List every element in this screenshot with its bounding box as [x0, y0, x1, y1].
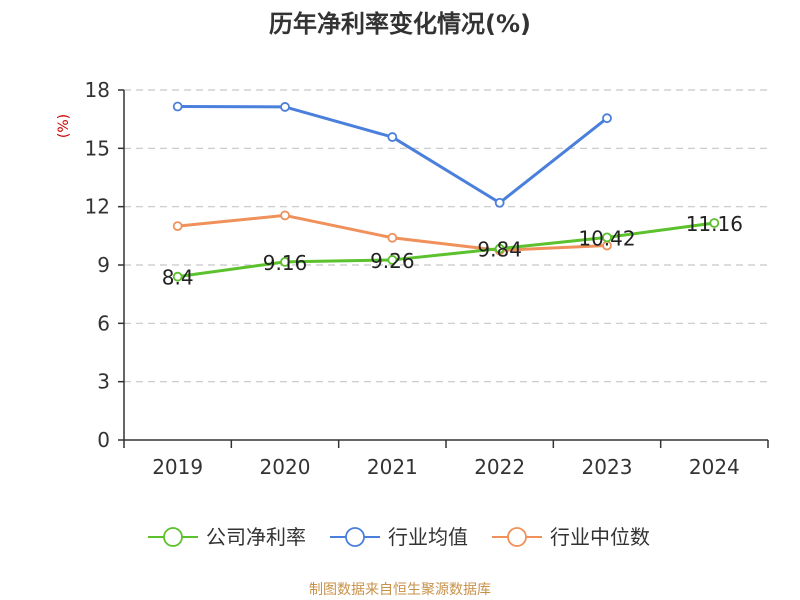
y-tick-label: 6: [97, 311, 110, 335]
data-label: 9.84: [477, 238, 522, 262]
x-tick-label: 2019: [152, 455, 203, 479]
x-tick-label: 2020: [260, 455, 311, 479]
legend-marker: [345, 527, 365, 547]
data-point: [602, 113, 612, 124]
data-label: 9.26: [370, 249, 415, 273]
y-tick-label: 3: [97, 370, 110, 394]
source-note: 制图数据来自恒生聚源数据库: [309, 582, 491, 598]
data-point: [709, 218, 720, 228]
x-tick-label: 2022: [474, 455, 525, 479]
y-tick-label: 12: [85, 195, 110, 219]
data-label: 11.16: [686, 212, 743, 236]
y-tick-label: 9: [97, 253, 110, 277]
legend-marker: [163, 527, 183, 547]
legend-label: 公司净利率: [206, 525, 306, 549]
x-tick-label: 2024: [689, 455, 740, 479]
data-point: [280, 102, 290, 112]
data-point: [387, 232, 398, 243]
data-point: [280, 256, 290, 267]
data-label: 10.42: [578, 226, 635, 250]
data-point: [172, 221, 183, 232]
data-point: [494, 197, 505, 208]
series-lines: [172, 101, 720, 282]
x-tick-label: 2021: [367, 455, 418, 479]
data-point: [172, 271, 183, 282]
legend-label: 行业均值: [388, 525, 468, 549]
data-point: [280, 210, 290, 221]
series-line: [177, 221, 715, 279]
data-point: [387, 132, 398, 142]
legend-marker: [507, 527, 527, 547]
legend: 公司净利率 行业均值 行业中位数: [148, 525, 650, 549]
axes: 0 3 6 9 12 15 18 2019 2020 2021 2022 2023 2024: [85, 78, 769, 479]
legend-label: 行业中位数: [550, 525, 650, 549]
y-tick-label: 18: [85, 78, 110, 102]
grid-lines: [124, 89, 768, 383]
data-label: 9.16: [263, 251, 308, 275]
data-point: [494, 243, 505, 254]
y-tick-label: 0: [97, 428, 110, 452]
data-point: [602, 232, 612, 243]
y-tick-label: 15: [85, 136, 110, 160]
data-point: [172, 101, 183, 112]
chart-title: 历年净利率变化情况(%): [269, 10, 531, 38]
y-axis-unit-label: (%): [56, 114, 72, 138]
data-label: 8.4: [162, 266, 194, 290]
data-point: [387, 255, 398, 265]
x-tick-label: 2023: [582, 455, 633, 479]
series-line: [177, 105, 608, 205]
data-labels: 8.4 9.16 9.26 9.84 10.42 11.16: [162, 212, 743, 290]
